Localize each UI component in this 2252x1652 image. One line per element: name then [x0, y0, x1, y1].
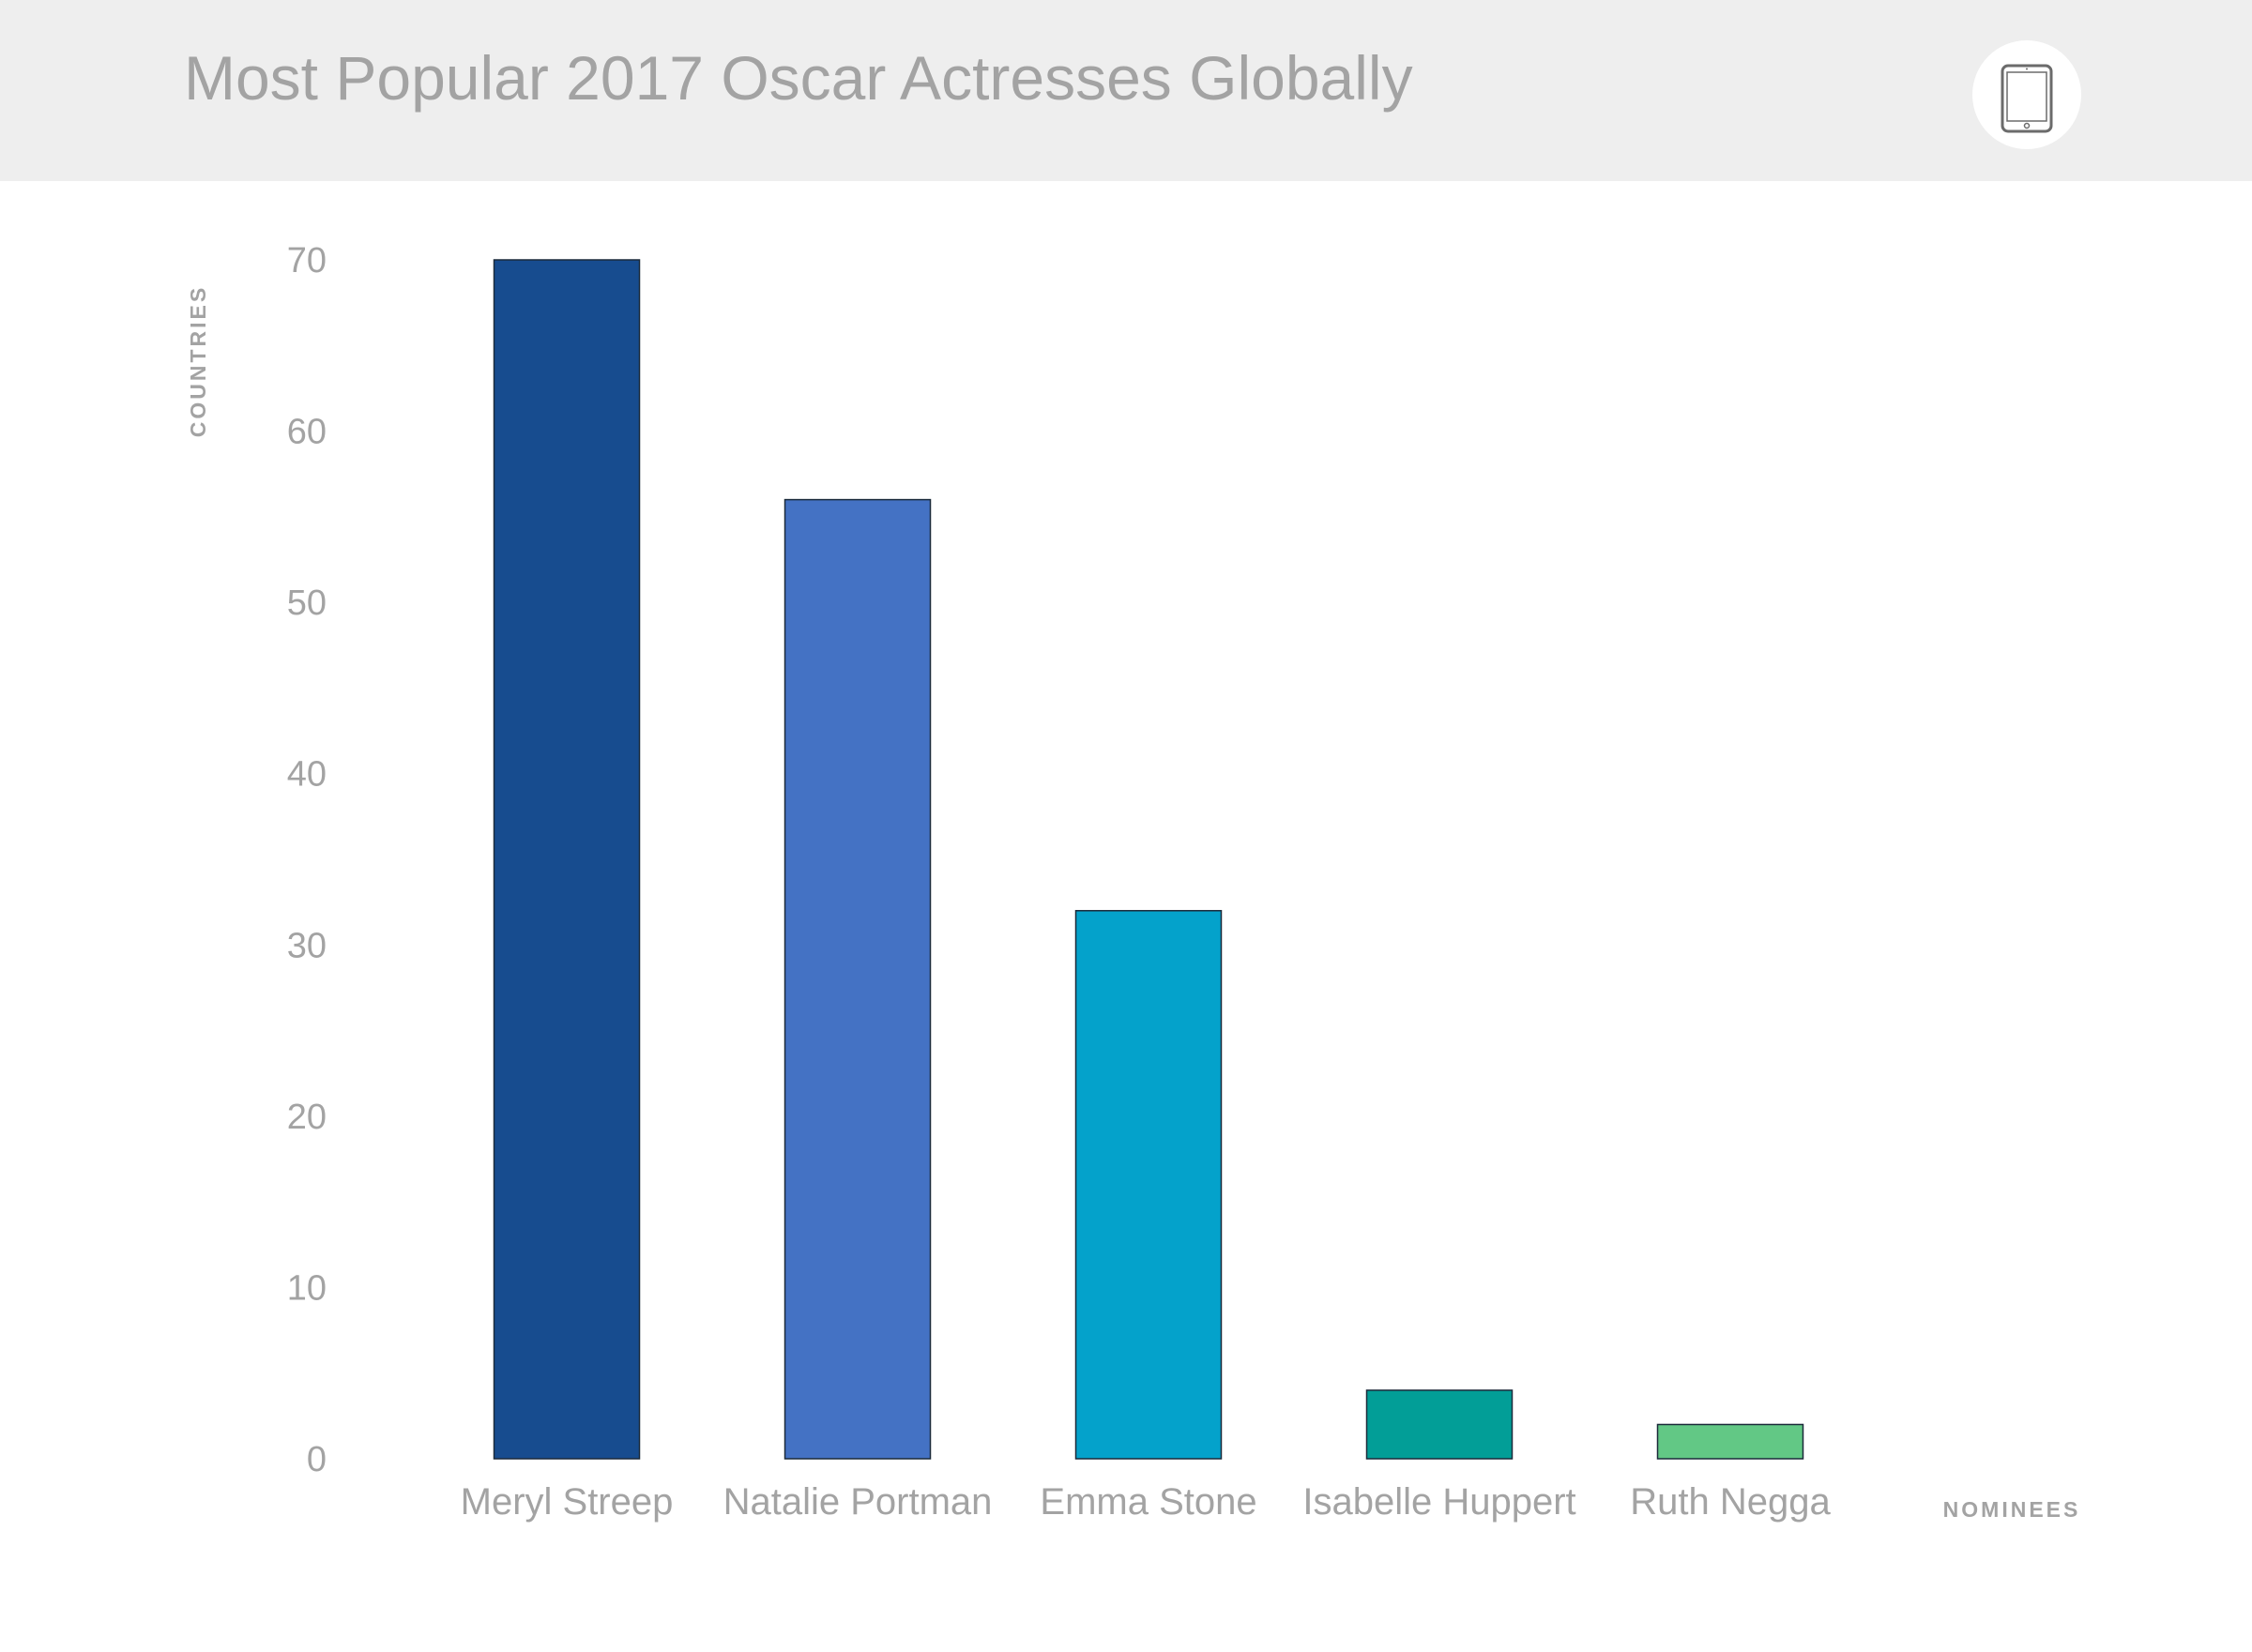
- y-tick-label: 30: [287, 926, 327, 965]
- x-tick-label: Meryl Streep: [461, 1481, 674, 1523]
- bar-isabelle-huppert[interactable]: [1365, 1389, 1514, 1460]
- bars-group: [493, 259, 1804, 1460]
- y-tick-label: 40: [287, 755, 327, 795]
- x-tick-label: Ruth Negga: [1630, 1481, 1831, 1523]
- chart-title: Most Popular 2017 Oscar Actresses Global…: [184, 43, 1413, 113]
- y-tick-label: 20: [287, 1098, 327, 1137]
- bar-ruth-negga[interactable]: [1656, 1423, 1804, 1460]
- bar-natalie-portman[interactable]: [784, 498, 932, 1460]
- y-tick-label: 70: [287, 241, 327, 280]
- y-axis-title: COUNTRIES: [186, 285, 210, 437]
- device-view-button[interactable]: [1972, 40, 2081, 149]
- x-axis-title: NOMINEES: [1943, 1497, 2081, 1522]
- x-tick-label: Emma Stone: [1040, 1481, 1256, 1523]
- y-tick-label: 0: [307, 1440, 327, 1479]
- x-tick-label: Natalie Portman: [723, 1481, 993, 1523]
- y-axis-ticks: 0 10 20 30 40 50 60 70: [287, 241, 327, 1479]
- x-axis-labels: Meryl Streep Natalie Portman Emma Stone Isa…: [461, 1481, 1832, 1523]
- bar-emma-stone[interactable]: [1074, 910, 1223, 1460]
- y-tick-label: 60: [287, 413, 327, 452]
- chart-header: Most Popular 2017 Oscar Actresses Global…: [0, 0, 2252, 181]
- bar-meryl-streep[interactable]: [493, 259, 641, 1460]
- y-tick-label: 50: [287, 584, 327, 623]
- x-tick-label: Isabelle Huppert: [1302, 1481, 1575, 1523]
- y-tick-label: 10: [287, 1268, 327, 1308]
- tablet-icon: [2001, 64, 2053, 133]
